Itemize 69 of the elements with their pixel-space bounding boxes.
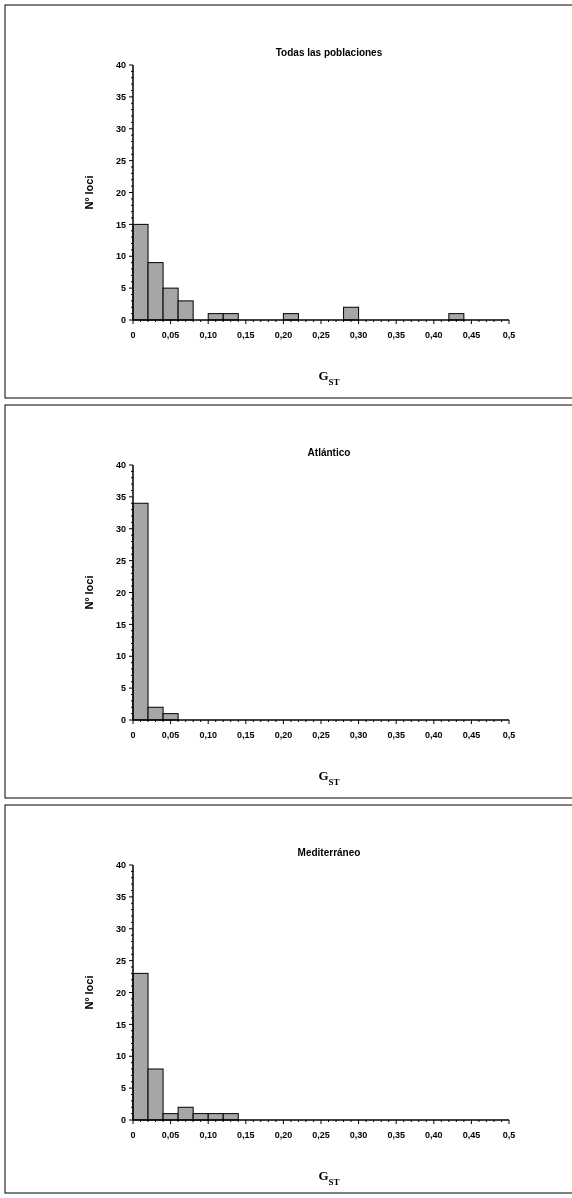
y-tick-label: 10 (115, 251, 126, 262)
x-tick-label: 0,15 (237, 1130, 255, 1140)
x-tick-label: 0,35 (387, 730, 405, 740)
x-tick-label: 0 (130, 330, 136, 340)
x-tick-label: 0,45 (462, 1130, 481, 1140)
x-tick-label: 0,05 (161, 330, 180, 340)
y-tick-label: 20 (115, 187, 126, 198)
y-tick-label: 35 (115, 492, 126, 503)
x-tick-label: 0,35 (387, 330, 405, 340)
y-axis-title: Nº loci (83, 175, 95, 210)
y-tick-label: 40 (115, 860, 126, 871)
x-tick-label: 0,40 (425, 730, 443, 740)
y-axis-title: Nº loci (83, 575, 95, 610)
x-tick-label: 0 (130, 730, 136, 740)
y-tick-label: 30 (115, 523, 126, 534)
x-tick-label: 0,20 (274, 330, 293, 340)
y-tick-label: 35 (115, 92, 126, 103)
x-tick-label: 0,30 (349, 330, 368, 340)
y-tick-label: 20 (115, 587, 126, 598)
chart-title: Atlántico (307, 447, 351, 458)
y-tick-label: 5 (120, 683, 126, 694)
y-tick-label: 40 (115, 60, 126, 71)
x-tick-label: 0,30 (349, 730, 368, 740)
x-tick-label: 0,15 (237, 330, 255, 340)
x-tick-label: 0,20 (274, 1130, 293, 1140)
x-tick-label: 0,5 (502, 330, 516, 340)
x-tick-label: 0,40 (425, 1130, 443, 1140)
y-tick-label: 0 (120, 715, 126, 726)
x-tick-label: 0,25 (312, 730, 330, 740)
x-tick-label: 0,20 (274, 730, 293, 740)
y-tick-label: 15 (115, 219, 126, 230)
x-tick-label: 0,10 (199, 330, 217, 340)
x-tick-label: 0,45 (462, 730, 481, 740)
y-tick-label: 10 (115, 651, 126, 662)
x-tick-label: 0,5 (502, 730, 516, 740)
y-tick-label: 0 (120, 1115, 126, 1126)
x-tick-label: 0,45 (462, 330, 481, 340)
y-tick-label: 30 (115, 923, 126, 934)
y-tick-label: 5 (120, 1083, 126, 1094)
x-tick-label: 0,05 (161, 1130, 180, 1140)
y-tick-label: 30 (115, 123, 126, 134)
x-axis-title: G$_{ST}$ (318, 1168, 340, 1187)
x-axis-title: G$_{ST}$ (318, 368, 340, 387)
x-tick-label: 0,40 (425, 330, 443, 340)
x-tick-label: 0,15 (237, 730, 255, 740)
x-tick-label: 0,5 (502, 1130, 516, 1140)
y-tick-label: 20 (115, 987, 126, 998)
y-tick-label: 25 (115, 955, 126, 966)
x-tick-label: 0,30 (349, 1130, 368, 1140)
x-tick-label: 0,35 (387, 1130, 405, 1140)
x-tick-label: 0,10 (199, 1130, 217, 1140)
chart-title: Mediterráneo (297, 847, 361, 858)
y-axis-title: Nº loci (83, 975, 95, 1010)
y-tick-label: 5 (120, 283, 126, 294)
x-tick-label: 0,05 (161, 730, 180, 740)
x-tick-label: 0,10 (199, 730, 217, 740)
x-tick-label: 0,25 (312, 330, 330, 340)
y-tick-label: 0 (120, 315, 126, 326)
y-tick-label: 15 (115, 1019, 126, 1030)
x-tick-label: 0,25 (312, 1130, 330, 1140)
y-tick-label: 35 (115, 892, 126, 903)
chart-title: Todas las poblaciones (275, 47, 383, 58)
y-tick-label: 25 (115, 155, 126, 166)
y-tick-label: 40 (115, 460, 126, 471)
x-tick-label: 0 (130, 1130, 136, 1140)
y-tick-label: 25 (115, 555, 126, 566)
y-tick-label: 10 (115, 1051, 126, 1062)
y-tick-label: 15 (115, 619, 126, 630)
x-axis-title: G$_{ST}$ (318, 768, 340, 787)
